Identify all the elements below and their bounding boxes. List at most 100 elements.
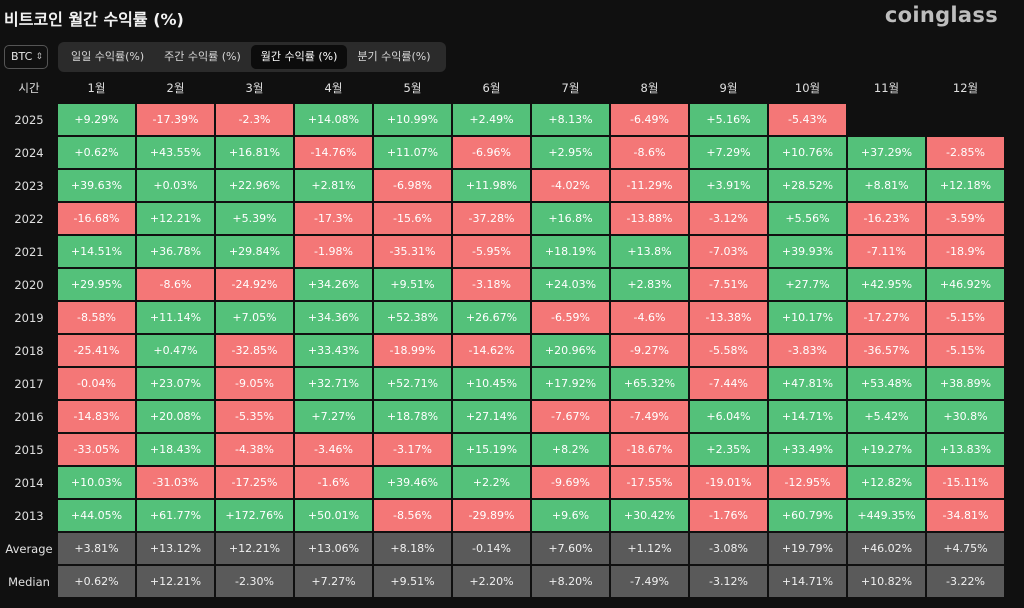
return-cell: +52.71% (374, 368, 451, 399)
return-cell: -3.18% (453, 269, 530, 300)
tab-1[interactable]: 주간 수익률 (%) (164, 50, 241, 63)
return-cell: +0.62% (58, 137, 135, 168)
return-cell: -3.46% (295, 434, 372, 465)
return-cell: -31.03% (137, 467, 214, 498)
summary-cell: +13.06% (295, 533, 372, 564)
return-cell: -5.43% (769, 104, 846, 135)
column-header: 1월 (87, 81, 106, 95)
return-cell: +10.17% (769, 302, 846, 333)
summary-cell: -7.49% (611, 566, 688, 597)
summary-cell: +1.12% (611, 533, 688, 564)
return-cell: +11.98% (453, 170, 530, 201)
summary-cell: -2.30% (216, 566, 293, 597)
summary-cell: +4.75% (927, 533, 1004, 564)
summary-cell: +3.81% (58, 533, 135, 564)
row-label: 2016 (14, 410, 44, 424)
summary-cell: +2.20% (453, 566, 530, 597)
return-cell: +2.2% (453, 467, 530, 498)
return-cell: +10.45% (453, 368, 530, 399)
coin-select[interactable]: BTC ⇕ (4, 45, 48, 69)
return-cell: -5.15% (927, 302, 1004, 333)
return-cell: +46.92% (927, 269, 1004, 300)
summary-cell: -3.08% (690, 533, 767, 564)
return-cell: -16.68% (58, 203, 135, 234)
return-cell: +34.36% (295, 302, 372, 333)
return-cell: +28.52% (769, 170, 846, 201)
return-cell: +10.76% (769, 137, 846, 168)
row-label: Median (8, 575, 50, 589)
return-cell: +30.8% (927, 401, 1004, 432)
tab-3[interactable]: 분기 수익률(%) (357, 50, 431, 63)
return-cell: -17.3% (295, 203, 372, 234)
return-cell: +29.84% (216, 236, 293, 267)
row-label: 2013 (14, 509, 44, 523)
return-cell: -29.89% (453, 500, 530, 531)
column-header: 8월 (640, 81, 659, 95)
column-header: 10월 (794, 81, 821, 95)
return-cell: +44.05% (58, 500, 135, 531)
return-cell: -7.11% (848, 236, 925, 267)
return-cell: -7.49% (611, 401, 688, 432)
column-header: 7월 (561, 81, 580, 95)
return-cell: +24.03% (532, 269, 609, 300)
coinglass-logo[interactable]: coinglass (884, 3, 998, 27)
return-cell: +36.78% (137, 236, 214, 267)
up-down-chevron-icon: ⇕ (35, 52, 43, 62)
return-cell: +9.51% (374, 269, 451, 300)
return-cell: -4.38% (216, 434, 293, 465)
return-cell: -14.62% (453, 335, 530, 366)
return-cell: +5.42% (848, 401, 925, 432)
return-cell: -18.99% (374, 335, 451, 366)
row-label: 2024 (14, 146, 44, 160)
column-header: 4월 (324, 81, 343, 95)
return-cell: +14.08% (295, 104, 372, 135)
return-cell: +2.81% (295, 170, 372, 201)
return-cell: +449.35% (848, 500, 925, 531)
return-cell: +17.92% (532, 368, 609, 399)
return-cell: +34.26% (295, 269, 372, 300)
return-cell: -18.9% (927, 236, 1004, 267)
return-cell: +33.49% (769, 434, 846, 465)
summary-cell: -3.12% (690, 566, 767, 597)
return-cell: +11.14% (137, 302, 214, 333)
return-cell: -8.56% (374, 500, 451, 531)
return-cell: -8.6% (137, 269, 214, 300)
return-cell: -4.6% (611, 302, 688, 333)
return-cell: -3.17% (374, 434, 451, 465)
return-cell: +39.46% (374, 467, 451, 498)
return-cell: +20.96% (532, 335, 609, 366)
summary-cell: -0.14% (453, 533, 530, 564)
column-header: 5월 (403, 81, 422, 95)
return-cell: +61.77% (137, 500, 214, 531)
tab-2[interactable]: 월간 수익률 (%) (250, 45, 348, 69)
return-cell: +18.19% (532, 236, 609, 267)
summary-cell: +46.02% (848, 533, 925, 564)
return-cell: -32.85% (216, 335, 293, 366)
return-cell: -15.6% (374, 203, 451, 234)
return-cell: -3.83% (769, 335, 846, 366)
return-cell: -0.04% (58, 368, 135, 399)
return-cell: +0.47% (137, 335, 214, 366)
return-cell: +37.29% (848, 137, 925, 168)
return-cell: -33.05% (58, 434, 135, 465)
return-cell: -14.83% (58, 401, 135, 432)
return-cell: +53.48% (848, 368, 925, 399)
return-cell: +5.39% (216, 203, 293, 234)
return-cell: -35.31% (374, 236, 451, 267)
return-cell: +13.8% (611, 236, 688, 267)
return-cell: +5.16% (690, 104, 767, 135)
summary-cell: +12.21% (216, 533, 293, 564)
return-cell: +14.71% (769, 401, 846, 432)
return-cell: +10.99% (374, 104, 451, 135)
return-cell: -6.98% (374, 170, 451, 201)
return-cell: +26.67% (453, 302, 530, 333)
return-cell: +19.27% (848, 434, 925, 465)
row-label: 2017 (14, 377, 44, 391)
return-cell: -17.55% (611, 467, 688, 498)
return-cell: +39.93% (769, 236, 846, 267)
return-cell: -8.6% (611, 137, 688, 168)
return-cell: -9.69% (532, 467, 609, 498)
tab-0[interactable]: 일일 수익률(%) (71, 50, 145, 63)
return-cell: +8.81% (848, 170, 925, 201)
summary-cell: +8.20% (532, 566, 609, 597)
